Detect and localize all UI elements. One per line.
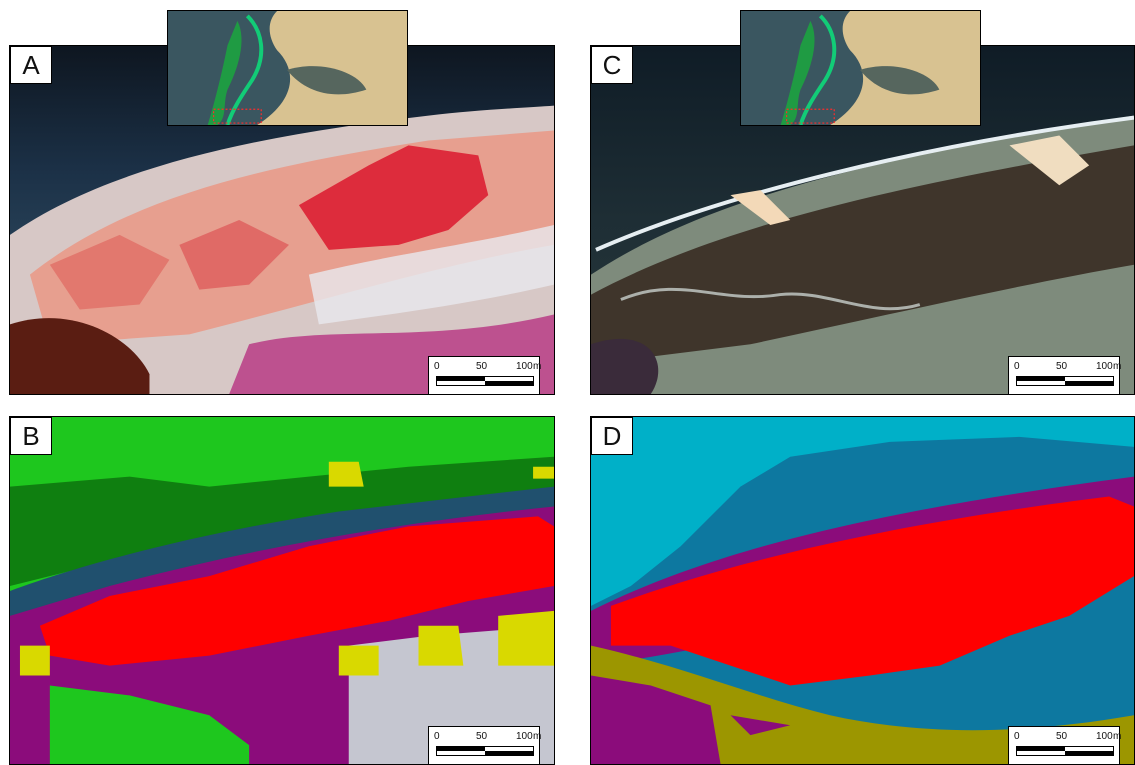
- scale-tick-100: 100: [516, 361, 533, 372]
- scale-tick-0: 0: [1014, 731, 1020, 742]
- scale-tick-50: 50: [476, 731, 488, 742]
- inset-map-graphic: [741, 11, 980, 125]
- scale-tick-50: 50: [1056, 731, 1068, 742]
- panel-label-d: D: [591, 417, 633, 455]
- panel-d-classification-map: D 0 50 100 m: [590, 416, 1135, 765]
- panel-label-b: B: [10, 417, 52, 455]
- scale-bar: 0 50 100 m: [428, 726, 542, 764]
- scale-tick-100: 100: [1096, 361, 1113, 372]
- panel-b-raster: [10, 417, 554, 764]
- panel-label-a: A: [10, 46, 52, 84]
- scale-tick-50: 50: [1056, 361, 1068, 372]
- scale-bar: 0 50 100 m: [428, 356, 542, 394]
- inset-map-graphic: [168, 11, 407, 125]
- scale-tick-100: 100: [516, 731, 533, 742]
- scale-bar-graphic: [436, 376, 534, 386]
- scale-bar: 0 50 100 m: [1008, 356, 1122, 394]
- scale-bar-graphic: [436, 746, 534, 756]
- panel-d-raster: [591, 417, 1134, 764]
- scale-tick-0: 0: [1014, 361, 1020, 372]
- scale-bar: 0 50 100 m: [1008, 726, 1122, 764]
- panel-b-classification-map: B 0 50 100 m: [9, 416, 555, 765]
- scale-tick-100: 100: [1096, 731, 1113, 742]
- location-inset-map: [740, 10, 981, 126]
- panel-a-raster: [10, 46, 554, 394]
- panel-a-image: A 0 50 100 m: [9, 45, 555, 395]
- panel-c-raster: [591, 46, 1134, 394]
- scale-unit: m: [1113, 731, 1122, 742]
- scale-bar-graphic: [1016, 746, 1114, 756]
- scale-unit: m: [533, 361, 542, 372]
- scale-tick-0: 0: [434, 731, 440, 742]
- panel-c-image: C 0 50 100 m: [590, 45, 1135, 395]
- scale-tick-50: 50: [476, 361, 488, 372]
- scale-tick-0: 0: [434, 361, 440, 372]
- location-inset-map: [167, 10, 408, 126]
- scale-bar-graphic: [1016, 376, 1114, 386]
- scale-unit: m: [533, 731, 542, 742]
- panel-label-c: C: [591, 46, 633, 84]
- scale-unit: m: [1113, 361, 1122, 372]
